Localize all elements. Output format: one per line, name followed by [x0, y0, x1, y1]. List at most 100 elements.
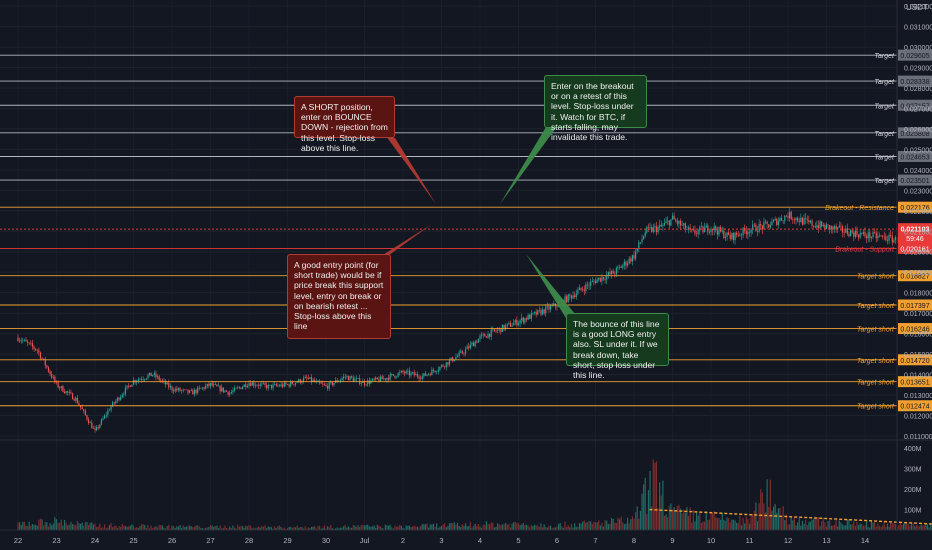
volume-bar [360, 525, 362, 530]
candle-body [564, 296, 566, 305]
volume-bar [341, 527, 343, 530]
candle-body [806, 219, 808, 221]
volume-bar [813, 518, 815, 530]
volume-bar [25, 525, 27, 530]
candle-body [262, 383, 265, 384]
volume-bar [752, 514, 754, 530]
candle-body [582, 289, 584, 291]
candle-body [27, 341, 29, 343]
volume-bar [792, 520, 794, 530]
volume-bar [87, 525, 90, 530]
axes: 0.032000 0.031000 0.030000 0.029000 0.028000… [14, 4, 932, 545]
volume-bar [909, 525, 911, 530]
volume-bar [461, 524, 463, 530]
candle-body [97, 427, 99, 428]
volume-bar [86, 522, 88, 530]
volume-bar [830, 525, 832, 530]
volume-bar [318, 525, 321, 530]
volume-bar [894, 524, 897, 530]
candle-body [737, 235, 739, 236]
candle-body [256, 385, 258, 387]
candle-body [336, 380, 338, 382]
volume-bar [678, 504, 680, 530]
candle-body [57, 382, 59, 388]
candle-body [456, 355, 459, 358]
volume-bar [668, 505, 670, 530]
volume-bar [551, 527, 553, 530]
candle-body [73, 399, 75, 401]
volume-bar [363, 525, 366, 530]
candle-body [448, 360, 451, 365]
volume-bar [575, 526, 577, 530]
volume-bar [739, 515, 741, 530]
volume-bar [163, 527, 165, 530]
candle-body [797, 217, 799, 221]
candle-body [877, 235, 879, 239]
volume-bar [452, 523, 454, 530]
callout-pointer [526, 254, 575, 318]
candle-body [840, 225, 842, 227]
countdown-text: 59:46 [906, 236, 924, 243]
candle-body [429, 373, 431, 376]
volume-bar [68, 524, 70, 530]
candle-body [776, 218, 778, 226]
volume-bar [453, 522, 455, 530]
volume-bar [498, 524, 500, 530]
volume-bar [827, 521, 829, 530]
price-tick-label: 0.023000 [904, 188, 932, 195]
candle-body [643, 236, 645, 240]
candle-body [200, 388, 202, 389]
volume-bar [27, 526, 29, 530]
candle-body [230, 392, 232, 394]
volume-bar [160, 525, 162, 530]
candle-body [110, 406, 112, 411]
volume-bar [625, 523, 627, 530]
candle-body [824, 225, 826, 229]
candle-body [19, 340, 21, 342]
candle-body [197, 387, 199, 393]
volume-bar [580, 523, 582, 530]
candle-body [418, 376, 420, 379]
volume-bar [766, 479, 768, 530]
volume-bar [434, 526, 436, 530]
candle-body [845, 228, 847, 233]
candle-body [827, 224, 829, 226]
volume-bar [370, 526, 372, 530]
level-price-badge-text: 0.024653 [900, 154, 929, 161]
volume-bar [882, 525, 884, 530]
candle-body [505, 325, 507, 330]
volume-bar [886, 523, 889, 530]
volume-bar [561, 526, 563, 530]
candle-body [545, 306, 547, 314]
time-tick-label: 6 [555, 536, 559, 545]
volume-bar [745, 516, 747, 530]
candle-body [578, 287, 581, 291]
volume-bar [930, 523, 932, 530]
volume-bar [57, 523, 59, 530]
volume-bar [310, 526, 313, 530]
candle-body [638, 242, 640, 249]
candle-body [830, 226, 832, 230]
volume-bar [47, 526, 50, 530]
candle-body [639, 242, 642, 243]
candle-body [367, 380, 369, 385]
level-price-badge-text: 0.013651 [900, 380, 929, 387]
volume-bar [126, 526, 128, 530]
volume-bar [224, 525, 226, 530]
volume-bar [519, 524, 521, 530]
candle-body [487, 333, 489, 338]
candle-body [389, 374, 391, 380]
level-label: Brakeout - Resistance [825, 205, 894, 212]
volume-bar [230, 528, 232, 530]
volume-bar [317, 526, 319, 530]
volume-bar [104, 524, 106, 530]
candle-body [272, 384, 274, 389]
level-price-badge-text: 0.014720 [900, 358, 929, 365]
candle-body [442, 365, 444, 367]
candle-body [445, 362, 447, 368]
volume-bar [33, 524, 35, 530]
volume-bar [290, 527, 292, 530]
volume-bar [100, 527, 103, 530]
volume-bar [607, 523, 609, 530]
